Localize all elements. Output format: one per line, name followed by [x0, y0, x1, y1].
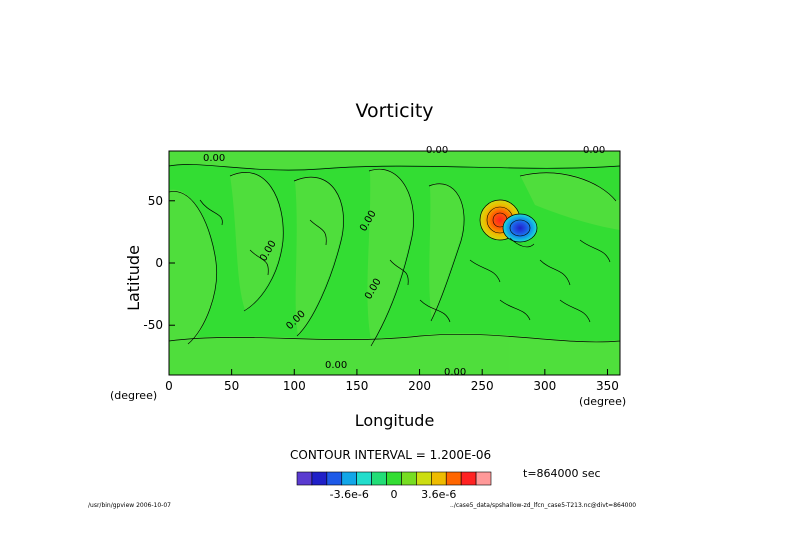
chart-title: Vorticity — [355, 100, 434, 122]
negative-vortex — [502, 213, 538, 248]
y-axis: -50 0 50 — [143, 194, 175, 332]
colorbar-labels: -3.6e-6 0 3.6e-6 — [330, 488, 457, 501]
field-bands — [169, 151, 620, 375]
time-label: t=864000 sec — [523, 467, 601, 480]
x-tick-label: 350 — [596, 379, 619, 393]
colorbar-swatch — [445, 471, 462, 486]
x-tick-label: 300 — [533, 379, 556, 393]
colorbar-swatch — [460, 471, 477, 486]
colorbar-swatch — [296, 471, 313, 486]
footer-left: /usr/bin/gpview 2006-10-07 — [88, 502, 171, 509]
x-axis-unit: (degree) — [579, 395, 627, 408]
contour-label: 0.00 — [325, 360, 347, 371]
y-tick-label: -50 — [143, 318, 163, 332]
colorbar-swatch — [326, 471, 343, 486]
colorbar-swatch — [341, 471, 357, 486]
y-tick-label: 0 — [155, 256, 163, 270]
x-tick-label: 0 — [165, 379, 173, 393]
colorbar-tick-label: 0 — [391, 488, 398, 501]
colorbar-swatch — [371, 471, 387, 486]
x-tick-label: 200 — [408, 379, 431, 393]
contour-lines — [169, 164, 620, 347]
colorbar-swatch — [311, 471, 328, 486]
colorbar-swatch — [431, 471, 447, 486]
field-area — [169, 151, 620, 375]
x-tick-label: 150 — [345, 379, 368, 393]
colorbar-swatch — [386, 471, 402, 486]
y-tick-label: 50 — [148, 194, 163, 208]
x-axis: 0 50 100 150 200 250 300 350 — [165, 369, 619, 393]
colorbar-swatch — [416, 471, 432, 486]
x-axis-label: Longitude — [354, 411, 435, 430]
colorbar-tick-label: -3.6e-6 — [330, 488, 369, 501]
colorbar-tick-label: 3.6e-6 — [421, 488, 456, 501]
contour-interval-label: CONTOUR INTERVAL = 1.200E-06 — [290, 448, 492, 462]
colorbar — [296, 471, 492, 486]
contour-label: 0.00 — [203, 153, 225, 164]
footer-right: ../case5_data/spshallow-zd_lfcn_case5-T2… — [450, 502, 637, 509]
colorbar-swatch — [401, 471, 417, 486]
contour-label: 0.00 — [444, 367, 466, 378]
colorbar-swatch — [475, 471, 492, 486]
colorbar-swatch — [356, 471, 372, 486]
y-axis-label: Latitude — [123, 245, 143, 311]
x-tick-label: 50 — [224, 379, 239, 393]
y-axis-unit: (degree) — [110, 389, 158, 402]
x-tick-label: 250 — [471, 379, 494, 393]
x-tick-label: 100 — [283, 379, 306, 393]
